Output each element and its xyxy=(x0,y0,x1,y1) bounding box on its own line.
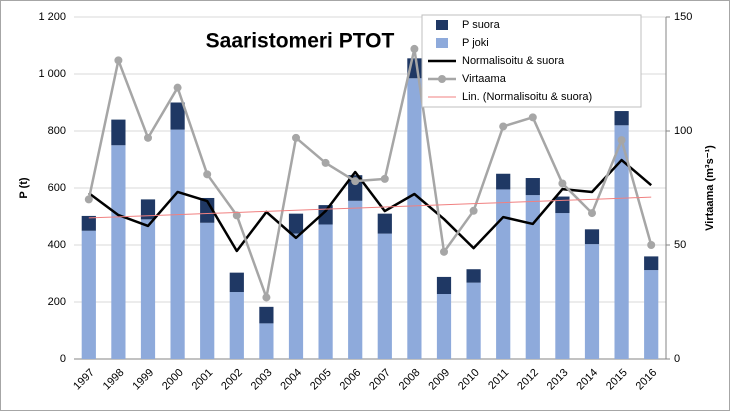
bar-segment xyxy=(318,205,333,225)
bar-segment xyxy=(555,213,570,359)
y2-tick-label: 150 xyxy=(674,11,692,23)
bar-segment xyxy=(229,292,244,359)
bar-segment xyxy=(525,178,540,196)
point xyxy=(499,122,508,131)
point xyxy=(262,293,271,302)
bar-segment xyxy=(466,282,481,359)
bar-segment xyxy=(229,272,244,293)
point xyxy=(558,179,567,188)
bar-segment xyxy=(525,195,540,359)
y-tick-label: 1 000 xyxy=(38,68,66,80)
legend-swatch xyxy=(436,38,448,48)
bar-segment xyxy=(259,306,274,324)
y2-tick-label: 50 xyxy=(674,239,686,251)
bar-segment xyxy=(584,244,600,359)
bar-segment xyxy=(496,189,511,359)
bar-segment xyxy=(288,233,304,359)
bar-segment xyxy=(614,111,629,126)
bar-segment xyxy=(407,78,422,360)
legend-marker xyxy=(438,75,446,83)
series-line xyxy=(88,158,653,253)
bar-segment xyxy=(614,125,629,359)
bar-segment xyxy=(644,256,659,271)
point xyxy=(292,133,300,142)
bar-segment xyxy=(288,213,304,234)
point xyxy=(203,170,212,179)
legend-label: Virtaama xyxy=(462,73,507,85)
bar-segment xyxy=(377,233,392,359)
chart-title: Saaristomeri PTOT xyxy=(206,30,395,53)
point xyxy=(173,83,182,92)
y2-axis-title: Virtaama (m³s⁻¹) xyxy=(704,145,716,231)
y2-tick-label: 100 xyxy=(674,125,692,137)
y-tick-label: 800 xyxy=(48,125,66,137)
point xyxy=(351,177,360,186)
bar-segment xyxy=(318,224,333,359)
bar-segment xyxy=(466,269,481,283)
bar-segment xyxy=(81,215,96,231)
point xyxy=(528,113,537,122)
bar-segment xyxy=(377,213,392,234)
bar-segment xyxy=(140,219,156,359)
legend-box xyxy=(421,14,642,108)
point xyxy=(114,56,123,65)
series-line xyxy=(88,196,652,219)
y2-tick-label: 0 xyxy=(674,353,680,365)
bar-segment xyxy=(81,230,96,359)
y-tick-label: 1 200 xyxy=(38,11,66,23)
y-tick-label: 400 xyxy=(48,239,66,251)
bar-segment xyxy=(259,323,274,359)
point xyxy=(380,174,389,183)
point xyxy=(84,195,93,204)
legend-label: P joki xyxy=(462,37,489,49)
point xyxy=(144,133,152,142)
series-line xyxy=(87,47,653,299)
bar-segment xyxy=(170,129,185,359)
point xyxy=(410,44,419,53)
point xyxy=(469,206,478,215)
bar-segment xyxy=(555,196,570,214)
bar-segment xyxy=(200,222,215,359)
bar-segment xyxy=(200,197,215,223)
bar-segment xyxy=(436,276,452,295)
point xyxy=(617,136,626,145)
point xyxy=(321,158,330,167)
y-axis-title: P (t) xyxy=(18,177,30,199)
bar-segment xyxy=(170,102,185,130)
bar-segment xyxy=(111,145,126,359)
bar-segment xyxy=(111,119,126,146)
y-tick-label: 200 xyxy=(48,296,66,308)
legend-swatch xyxy=(436,20,448,30)
bar-segment xyxy=(644,270,659,359)
legend-label: Lin. (Normalisoitu & suora) xyxy=(462,91,592,103)
bar-segment xyxy=(348,200,363,359)
bar-segment xyxy=(496,173,511,190)
point xyxy=(588,209,596,218)
y-tick-label: 600 xyxy=(48,182,66,194)
bar-segment xyxy=(436,294,452,359)
bar-segment xyxy=(140,199,156,220)
bar-segment xyxy=(584,229,600,245)
legend-label: P suora xyxy=(462,19,501,31)
point xyxy=(232,211,241,220)
legend-label: Normalisoitu & suora xyxy=(462,55,565,67)
point xyxy=(440,247,448,256)
point xyxy=(647,241,656,249)
y-tick-label: 0 xyxy=(60,353,66,365)
